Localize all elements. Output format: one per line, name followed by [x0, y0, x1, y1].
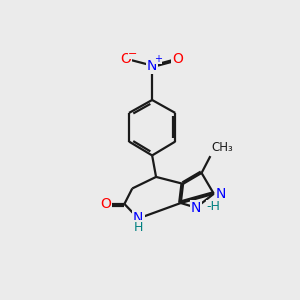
- Text: O: O: [100, 197, 111, 211]
- Text: N: N: [216, 187, 226, 201]
- Text: -H: -H: [206, 200, 220, 213]
- Text: CH₃: CH₃: [212, 141, 233, 154]
- Text: N: N: [191, 201, 201, 214]
- Text: O: O: [172, 52, 183, 66]
- Text: O: O: [120, 52, 131, 66]
- Text: N: N: [147, 58, 157, 73]
- Text: −: −: [128, 49, 137, 58]
- Text: N: N: [133, 212, 143, 226]
- Text: +: +: [154, 54, 162, 64]
- Text: H: H: [134, 221, 143, 234]
